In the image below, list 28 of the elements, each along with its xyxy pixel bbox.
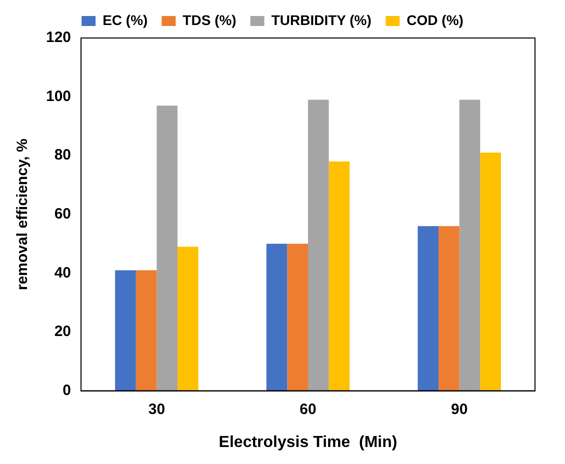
bar — [156, 106, 178, 391]
bar — [177, 246, 198, 391]
legend-label: TDS (%) — [182, 12, 236, 28]
bar — [308, 100, 329, 391]
y-tick-label: 40 — [54, 264, 72, 282]
x-tick-label: 30 — [148, 400, 166, 418]
y-tick-label: 120 — [46, 29, 72, 46]
bar — [115, 270, 136, 391]
y-tick-label: 100 — [46, 88, 72, 105]
y-tick-label: 60 — [54, 206, 72, 223]
bar — [287, 244, 308, 391]
y-tick-label: 0 — [62, 382, 72, 399]
bar — [328, 161, 350, 391]
bar — [438, 226, 460, 391]
bar — [266, 244, 288, 391]
legend-label: COD (%) — [406, 12, 464, 28]
x-tick-label: 90 — [450, 400, 468, 418]
x-tick-label: 60 — [300, 400, 316, 418]
bar — [418, 226, 439, 391]
bar — [459, 100, 480, 391]
y-tick-label: 20 — [54, 323, 72, 340]
y-axis-title: removal efficiency, % — [14, 138, 32, 290]
legend-label: TURBIDITY (%) — [271, 12, 372, 28]
y-tick-label: 80 — [54, 146, 72, 164]
legend-label: EC (%) — [102, 12, 148, 28]
x-axis-title: Electrolysis Time (Min) — [218, 434, 398, 451]
bar — [480, 152, 501, 391]
bar — [136, 270, 157, 391]
